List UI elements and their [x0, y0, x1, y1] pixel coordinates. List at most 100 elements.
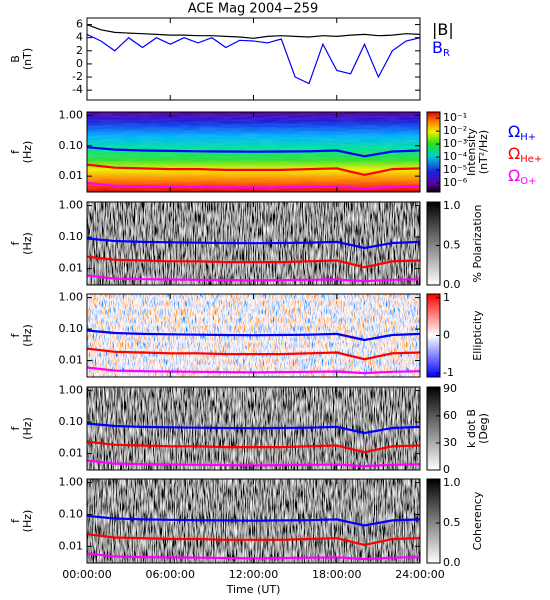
legend-name: Ω — [508, 166, 520, 185]
y-tick-label: 0.10 — [59, 322, 84, 335]
y-axis-label: (Hz) — [21, 510, 34, 533]
colorbar-tick-label: 30 — [443, 436, 457, 449]
y-axis-label: (Hz) — [21, 324, 34, 347]
legend-entry: ΩHe+ — [508, 144, 542, 166]
colorbar — [426, 201, 441, 286]
y-tick-label: 1.00 — [59, 199, 84, 212]
y-tick-label: 0.01 — [59, 447, 84, 460]
y-tick-label: 1.00 — [59, 108, 84, 121]
colorbar-label: Ellipticity — [471, 310, 484, 361]
legend-subscript: H+ — [520, 132, 536, 143]
legend-name: B — [432, 38, 443, 57]
colorbar-label: (Deg) — [477, 413, 490, 444]
series-line — [87, 533, 420, 547]
series-line — [87, 347, 420, 361]
legend-entry: BR — [432, 38, 450, 60]
legend-subscript: O+ — [520, 176, 536, 187]
colorbar — [426, 386, 441, 471]
y-axis-label: (Hz) — [21, 417, 34, 440]
y-tick-label: 0.10 — [59, 507, 84, 520]
y-tick-label: 0 — [76, 57, 83, 70]
legend-name: |B| — [432, 20, 454, 39]
y-axis-label: (nT) — [21, 48, 34, 70]
plot-area — [87, 24, 420, 85]
colorbar-tick-label: 0.5 — [443, 238, 461, 251]
y-axis-label: (Hz) — [21, 141, 34, 164]
x-tick-label: 18:00:00 — [312, 568, 361, 581]
colorbar-tick-label: 0.5 — [443, 516, 461, 529]
legend-entry: ΩH+ — [508, 122, 536, 144]
y-tick-label: 0.10 — [59, 139, 84, 152]
colorbar-tick-label: -1 — [443, 366, 454, 379]
colorbar-tick-label: 90 — [443, 382, 457, 395]
legend-name: Ω — [508, 144, 520, 163]
y-axis-label: (Hz) — [21, 232, 34, 255]
colorbar-tick-label: 10⁻³ — [443, 137, 467, 150]
legend-name: Ω — [508, 122, 520, 141]
y-axis-label: f — [9, 149, 22, 154]
y-axis-label: B — [9, 55, 22, 63]
colorbar-label: Coherency — [471, 491, 484, 550]
colorbar-label: % Polarization — [471, 205, 484, 283]
y-tick-label: 0.01 — [59, 354, 84, 367]
colorbar-tick-label: 1.0 — [443, 199, 461, 212]
series-line — [87, 24, 420, 39]
colorbar-label: (nT²/Hz) — [477, 130, 490, 174]
series-line — [87, 237, 420, 250]
y-tick-label: -2 — [72, 70, 83, 83]
x-axis-label: Time (UT) — [226, 583, 281, 596]
legend-subscript: He+ — [520, 154, 542, 165]
y-tick-label: 0.10 — [59, 415, 84, 428]
legend-subscript: R — [443, 48, 450, 59]
colorbar-label: k dot B — [465, 409, 478, 448]
series-line — [87, 514, 420, 527]
y-axis-label: f — [9, 332, 22, 337]
colorbar-label: Intensity — [465, 128, 478, 176]
x-tick-label: 00:00:00 — [62, 568, 111, 581]
colorbar-tick-label: 10⁻⁴ — [443, 150, 468, 163]
colorbar-tick-label: 10⁻¹ — [443, 111, 467, 124]
y-tick-label: 0.10 — [59, 230, 84, 243]
y-tick-label: 0.01 — [59, 169, 84, 182]
y-axis-label: f — [9, 425, 22, 430]
legend-entry: ΩO+ — [508, 166, 536, 188]
chart-title: ACE Mag 2004−259 — [188, 2, 318, 17]
colorbar-tick-label: 0.0 — [443, 556, 461, 569]
colorbar-tick-label: 1.0 — [443, 476, 461, 489]
colorbar — [426, 111, 441, 193]
series-line — [87, 163, 420, 177]
series-line — [87, 33, 420, 85]
y-tick-label: 2 — [76, 44, 83, 57]
series-line — [87, 146, 420, 158]
y-tick-label: 1.00 — [59, 476, 84, 489]
y-tick-label: 6 — [76, 18, 83, 31]
y-axis-label: f — [9, 518, 22, 523]
y-axis-label: f — [9, 240, 22, 245]
series-line — [87, 440, 420, 454]
plot-frame — [86, 17, 421, 101]
y-tick-label: 1.00 — [59, 384, 84, 397]
y-tick-label: 1.00 — [59, 291, 84, 304]
x-tick-label: 24:00:00 — [395, 568, 444, 581]
colorbar-tick-label: 60 — [443, 409, 457, 422]
colorbar-tick-label: 10⁻² — [443, 124, 467, 137]
series-line — [87, 329, 420, 342]
colorbar-tick-label: 0 — [443, 463, 450, 476]
legend-entry: |B| — [432, 20, 454, 39]
y-tick-label: -4 — [72, 83, 83, 96]
colorbar-tick-label: 0 — [443, 329, 450, 342]
x-tick-label: 12:00:00 — [229, 568, 278, 581]
series-line — [87, 422, 420, 435]
colorbar — [426, 478, 441, 564]
colorbar-tick-label: 0.0 — [443, 278, 461, 291]
y-tick-label: 0.01 — [59, 262, 84, 275]
y-tick-label: 4 — [76, 31, 83, 44]
series-line — [87, 255, 420, 269]
y-tick-label: 0.01 — [59, 539, 84, 552]
x-tick-label: 06:00:00 — [146, 568, 195, 581]
colorbar-tick-label: 10⁻⁶ — [443, 176, 468, 189]
colorbar-tick-label: 1 — [443, 291, 450, 304]
colorbar-tick-label: 10⁻⁵ — [443, 163, 467, 176]
